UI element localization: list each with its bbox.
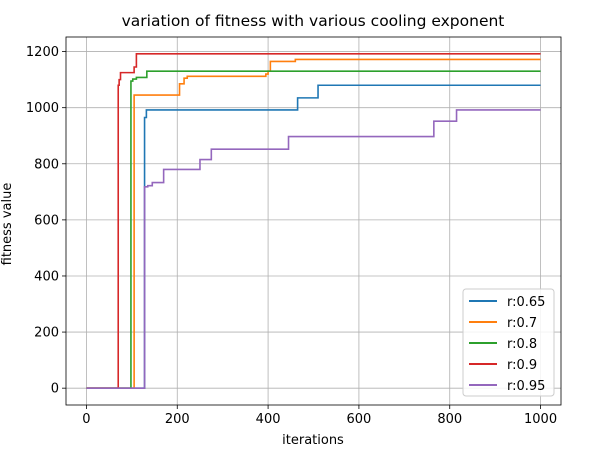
series-line-r-0-95 <box>86 109 541 389</box>
series-line-r-0-7 <box>86 58 541 389</box>
x-tick-label: 400 <box>256 412 281 427</box>
legend-label: r:0.65 <box>507 295 545 310</box>
grid <box>66 37 561 405</box>
axes-frame <box>65 36 562 406</box>
y-tick-label: 0 <box>51 382 59 397</box>
x-axis-label: iterations <box>282 433 344 448</box>
series-line-r-0-9 <box>86 53 541 389</box>
y-tick-label: 1200 <box>26 45 59 60</box>
x-tick-label: 0 <box>82 412 90 427</box>
plot-area-series <box>86 53 541 389</box>
legend-label: r:0.9 <box>507 358 537 373</box>
y-tick-label: 600 <box>34 213 59 228</box>
chart-title: variation of fitness with various coolin… <box>122 12 505 30</box>
legend-label: r:0.8 <box>507 337 537 352</box>
y-tick-label: 400 <box>34 269 59 284</box>
legend-label: r:0.7 <box>507 316 537 331</box>
x-tick-label: 800 <box>437 412 462 427</box>
y-axis-label: fitness value <box>0 183 15 266</box>
y-tick-label: 1000 <box>26 101 59 116</box>
y-tick-label: 800 <box>34 157 59 172</box>
legend-box <box>462 288 555 397</box>
x-tick-label: 600 <box>346 412 371 427</box>
legend-label: r:0.95 <box>507 379 545 394</box>
axis-ticks: 0 200 400 600 800 1000 0 200 400 600 800 1000 1200 <box>26 45 557 427</box>
y-tick-label: 200 <box>34 326 59 341</box>
x-tick-label: 1000 <box>524 412 557 427</box>
series-line-r-0-8 <box>86 70 541 389</box>
x-tick-label: 200 <box>165 412 190 427</box>
legend: r:0.65 r:0.7 r:0.8 r:0.9 r:0.95 <box>462 288 555 397</box>
